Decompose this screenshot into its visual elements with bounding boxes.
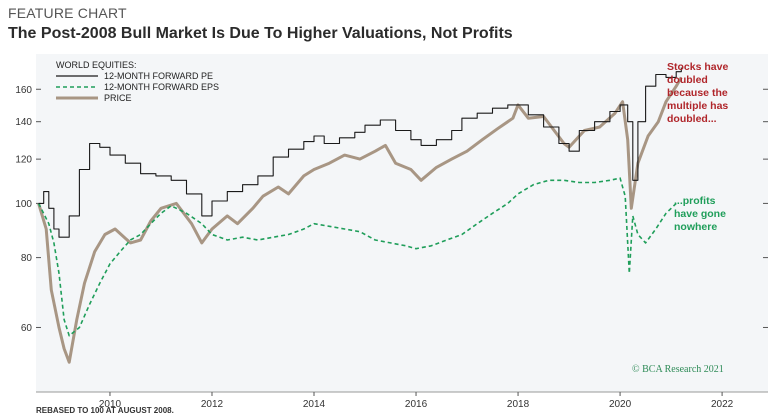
legend-title: WORLD EQUITIES: (56, 60, 137, 70)
legend-label-eps: 12-MONTH FORWARD EPS (104, 82, 219, 92)
annotation-line: nowhere (674, 221, 717, 233)
plot-panel (36, 54, 768, 392)
y-tick-label: 60 (21, 323, 33, 334)
annotation-line: Stocks have (667, 61, 728, 73)
series-eps (37, 177, 677, 337)
x-tick-label: 2012 (201, 399, 224, 410)
annotation-stocks-doubled: Stocks have doubled because the multiple… (667, 61, 728, 125)
annotation-line: multiple has (667, 100, 728, 112)
series-price (37, 76, 683, 364)
series-layer (37, 67, 683, 364)
y-tick-label: 100 (15, 199, 32, 210)
y-tick-label: 140 (15, 117, 32, 128)
chart-credit: © BCA Research 2021 (632, 364, 724, 375)
annotation-line: ...profits (674, 195, 716, 207)
x-tick-label: 2020 (609, 399, 632, 410)
x-axis-ticks: 2010 2012 2014 2016 2018 2020 2022 (99, 392, 734, 410)
y-tick-label: 160 (15, 85, 32, 96)
x-tick-label: 2022 (711, 399, 734, 410)
legend-label-pe: 12-MONTH FORWARD PE (104, 71, 213, 81)
x-tick-label: 2014 (303, 399, 326, 410)
legend: WORLD EQUITIES: 12-MONTH FORWARD PE 12-M… (56, 60, 219, 103)
annotation-line: doubled... (667, 113, 717, 125)
annotation-line: because the (667, 87, 728, 99)
x-tick-label: 2010 (99, 399, 122, 410)
legend-label-price: PRICE (104, 93, 132, 103)
y-tick-label: 120 (15, 155, 32, 166)
annotation-line: have gone (674, 208, 726, 220)
x-tick-label: 2016 (405, 399, 428, 410)
chart-footnote: REBASED TO 100 AT AUGUST 2008. (36, 406, 174, 415)
x-tick-label: 2018 (507, 399, 530, 410)
series-pe (38, 67, 682, 238)
annotation-line: doubled (667, 74, 708, 86)
annotation-profits-nowhere: ...profits have gone nowhere (674, 195, 726, 233)
chart-kicker: FEATURE CHART (8, 5, 127, 21)
chart-title: The Post-2008 Bull Market Is Due To High… (8, 25, 513, 42)
y-tick-label: 80 (21, 253, 33, 264)
y-axis-ticks: 60 80 100 120 140 160 (15, 85, 768, 334)
